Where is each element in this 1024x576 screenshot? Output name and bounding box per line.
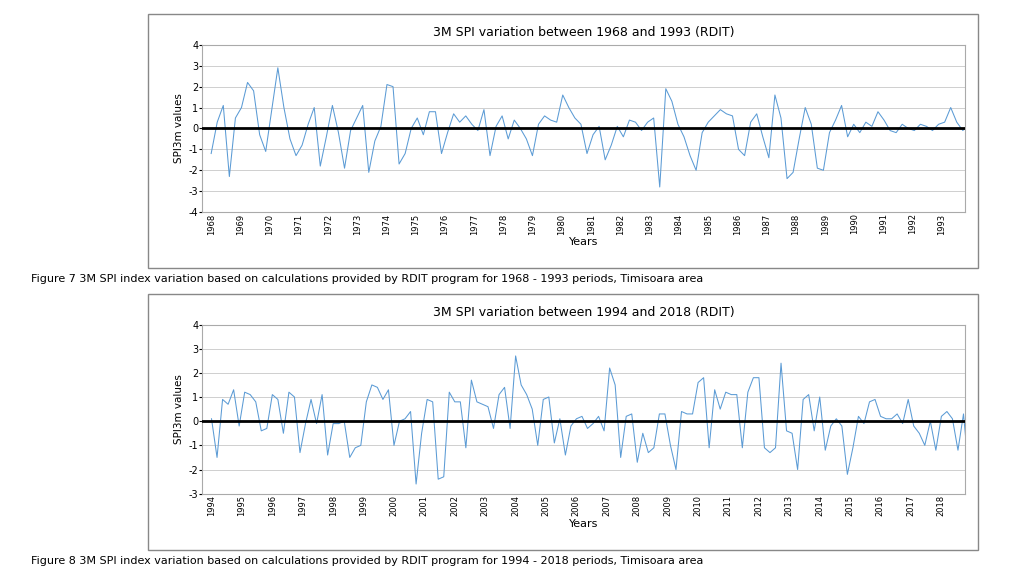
Text: Figure 8 3M SPI index variation based on calculations provided by RDIT program f: Figure 8 3M SPI index variation based on…	[31, 556, 703, 566]
Title: 3M SPI variation between 1994 and 2018 (RDIT): 3M SPI variation between 1994 and 2018 (…	[433, 306, 735, 319]
Y-axis label: SPI3m values: SPI3m values	[174, 374, 184, 444]
X-axis label: Years: Years	[569, 519, 599, 529]
Title: 3M SPI variation between 1968 and 1993 (RDIT): 3M SPI variation between 1968 and 1993 (…	[433, 26, 734, 40]
Y-axis label: SPI3m values: SPI3m values	[174, 93, 184, 164]
Text: Figure 7 3M SPI index variation based on calculations provided by RDIT program f: Figure 7 3M SPI index variation based on…	[31, 274, 702, 283]
X-axis label: Years: Years	[569, 237, 599, 248]
